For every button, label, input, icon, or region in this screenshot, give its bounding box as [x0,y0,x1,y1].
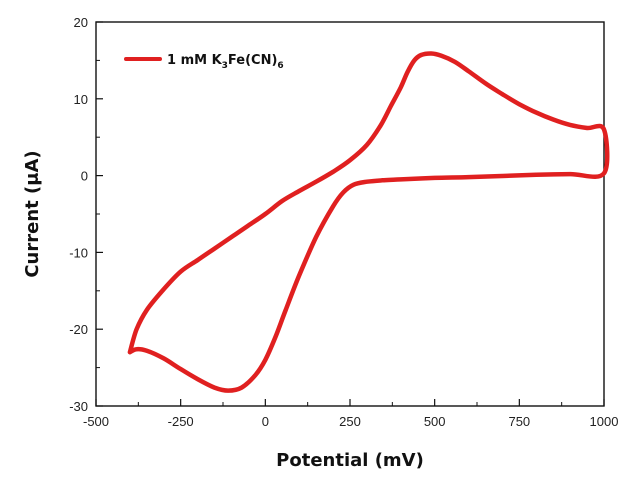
series-group [127,51,610,393]
legend-text-part: Fe(CN) [228,53,277,68]
x-tick-label: -250 [168,414,194,429]
y-tick-label: 0 [81,169,88,184]
x-tick-label: 750 [508,414,530,429]
x-tick-label: 500 [424,414,446,429]
axis-ticks: -500 -250 0 250 500 750 1000 -30 -20 -10 0 10 20 [69,15,618,429]
plot-frame [95,21,605,407]
legend-text-part: 1 mM K [167,53,223,68]
x-tick-label: 1000 [590,414,619,429]
legend-subscript: 6 [277,61,283,71]
legend-label: 1 mM K3Fe(CN)6 [167,53,284,71]
legend: 1 mM K3Fe(CN)6 [124,53,284,71]
x-tick-label: 0 [262,414,269,429]
y-tick-label: -10 [69,245,88,260]
y-tick-label: 10 [74,92,88,107]
y-tick-label: -20 [69,322,88,337]
y-axis-title: Current (μA) [22,150,43,277]
y-tick-label: 20 [74,15,88,30]
series-line [127,51,610,393]
legend-subscript: 3 [222,61,228,71]
x-axis-title: Potential (mV) [276,450,424,471]
x-tick-label: -500 [83,414,109,429]
y-tick-label: -30 [69,399,88,414]
x-tick-label: 250 [339,414,361,429]
